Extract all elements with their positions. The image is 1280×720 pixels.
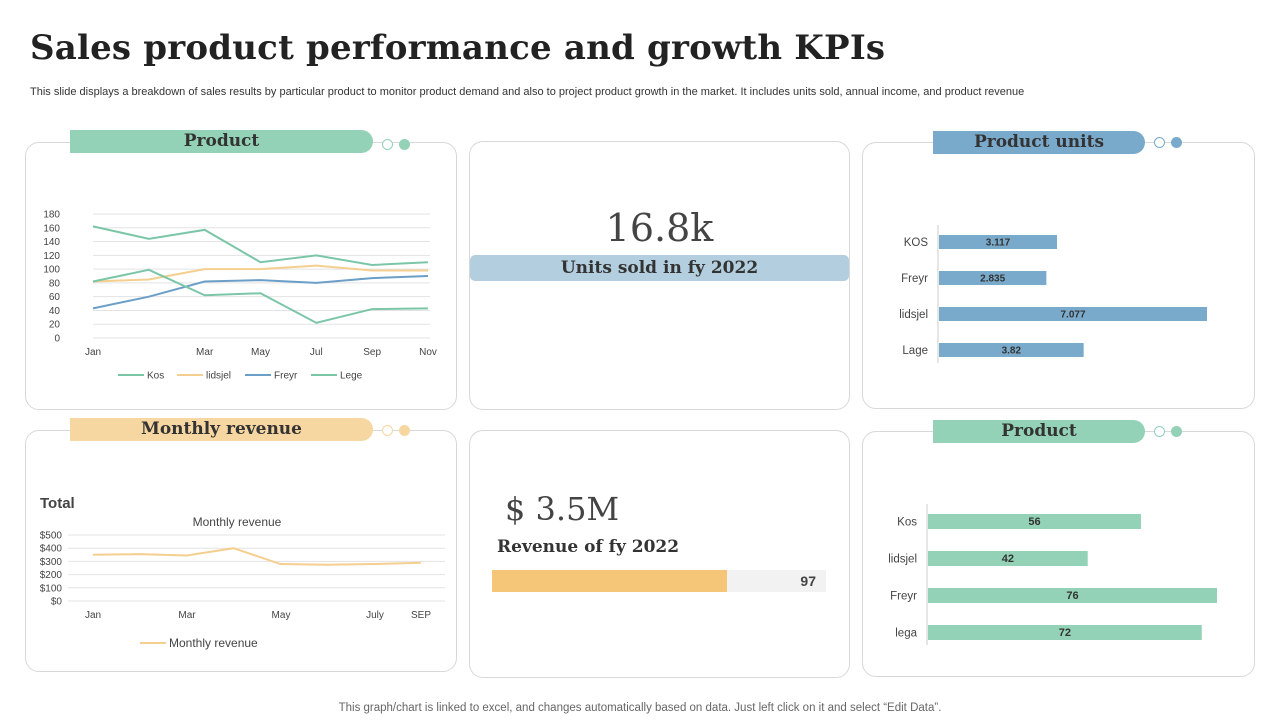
y-tick-label: $100 (40, 583, 63, 594)
category-label: Kos (897, 517, 917, 529)
category-label: Freyr (901, 273, 928, 285)
page-title: Sales product performance and growth KPI… (30, 28, 886, 68)
y-tick-label: $400 (40, 544, 63, 555)
y-tick-label: $0 (51, 597, 63, 608)
x-tick-label: SEP (411, 610, 431, 621)
y-tick-label: 80 (49, 278, 61, 289)
data-label: 7.077 (1060, 310, 1085, 321)
category-label: lidsjel (899, 309, 928, 321)
series-line-lidsjel (92, 264, 428, 283)
series-line-monthly-revenue (92, 547, 422, 566)
product-line-chart: 0 20 40 60 80 100 120 140 160 180 Jan Mar May Jul Sep N… (43, 210, 437, 382)
category-label: Freyr (890, 591, 917, 603)
series-line-kos (92, 225, 429, 266)
y-tick-label: 180 (43, 210, 60, 221)
monthly-revenue-tab: Monthly revenue (70, 418, 373, 441)
y-tick-label: 20 (49, 320, 61, 331)
series-line-lege (92, 268, 429, 324)
bar-lage (939, 343, 1084, 357)
product-units-card (862, 142, 1255, 409)
x-tick-label: Mar (196, 347, 214, 358)
legend-label: Lege (340, 371, 363, 382)
monthly-revenue-chart: Total Monthly revenue $0 $100 $200 $300 $400 $5… (40, 495, 445, 650)
tab-dot-filled (399, 139, 410, 150)
y-tick-label: 60 (49, 292, 61, 303)
chart-title: Monthly revenue (193, 515, 282, 529)
y-tick-label: 100 (43, 265, 60, 276)
footer-note: This graph/chart is linked to excel, and… (338, 702, 942, 714)
y-tick-label: 140 (43, 237, 60, 248)
chart-heading: Total (40, 495, 75, 512)
x-tick-label: Mar (178, 610, 196, 621)
data-label: 56 (1028, 516, 1040, 528)
tab-dot-hollow (382, 425, 393, 436)
units-sold-value: 16.8k (605, 206, 714, 250)
tab-dot-filled (1171, 137, 1182, 148)
category-label: Lage (902, 345, 928, 357)
data-label: 72 (1059, 627, 1071, 639)
series-line-freyr (92, 275, 429, 310)
revenue-progress-track: 97 (492, 570, 826, 592)
y-tick-label: 0 (54, 334, 60, 345)
x-tick-label: Jan (85, 610, 101, 621)
x-tick-label: May (251, 347, 270, 358)
y-tick-label: $200 (40, 570, 63, 581)
data-label: 2.835 (980, 274, 1005, 285)
legend-label: Freyr (274, 371, 298, 382)
data-label: 76 (1066, 590, 1078, 602)
product-bar-chart: Kos 56 lidsjel 42 Freyr 76 lega 72 (888, 504, 1217, 645)
tab-dot-filled (1171, 426, 1182, 437)
tab-dot-hollow (1154, 137, 1165, 148)
x-tick-label: May (272, 610, 291, 621)
y-tick-label: 160 (43, 223, 60, 234)
x-tick-label: July (366, 610, 384, 621)
revenue-value: $ 3.5M (505, 490, 620, 528)
product-trend-tab: Product (70, 130, 373, 153)
y-tick-label: $300 (40, 557, 63, 568)
legend-label: lidsjel (206, 371, 231, 382)
data-label: 42 (1002, 553, 1014, 565)
product-units-tab: Product units (933, 131, 1145, 154)
legend-label: Monthly revenue (169, 636, 258, 650)
revenue-progress-value: 97 (800, 573, 816, 589)
revenue-progress-fill (492, 570, 727, 592)
product-bars-tab: Product (933, 420, 1145, 443)
category-label: KOS (904, 237, 929, 249)
product-units-bar-chart: KOS 3.117 Freyr 2.835 lidsjel 7.077 Lage 3.82 (899, 225, 1207, 363)
tab-dot-hollow (1154, 426, 1165, 437)
x-tick-label: Nov (419, 347, 437, 358)
y-tick-label: 120 (43, 251, 60, 262)
bar-kos (928, 514, 1141, 529)
category-label: lega (895, 628, 917, 640)
tab-dot-hollow (382, 139, 393, 150)
x-tick-label: Sep (363, 347, 381, 358)
legend-label: Kos (147, 371, 164, 382)
x-tick-label: Jan (85, 347, 101, 358)
data-label: 3.82 (1002, 346, 1022, 357)
y-tick-label: 40 (49, 306, 61, 317)
category-label: lidsjel (888, 554, 917, 566)
product-trend-card (25, 142, 457, 410)
revenue-kpi-card (469, 430, 850, 678)
x-tick-label: Jul (310, 347, 323, 358)
revenue-label: Revenue of fy 2022 (497, 537, 680, 557)
bar-kos (939, 235, 1058, 249)
bar-lidsjel (939, 307, 1207, 321)
bar-lidsjel (928, 551, 1088, 566)
tab-dot-filled (399, 425, 410, 436)
y-tick-label: $500 (40, 531, 63, 542)
bar-freyr (939, 271, 1047, 285)
bar-lega (928, 625, 1202, 640)
data-label: 3.117 (986, 238, 1011, 249)
page-subtitle: This slide displays a breakdown of sales… (30, 86, 1025, 98)
units-sold-label: Units sold in fy 2022 (470, 255, 849, 281)
bar-freyr (928, 588, 1217, 603)
